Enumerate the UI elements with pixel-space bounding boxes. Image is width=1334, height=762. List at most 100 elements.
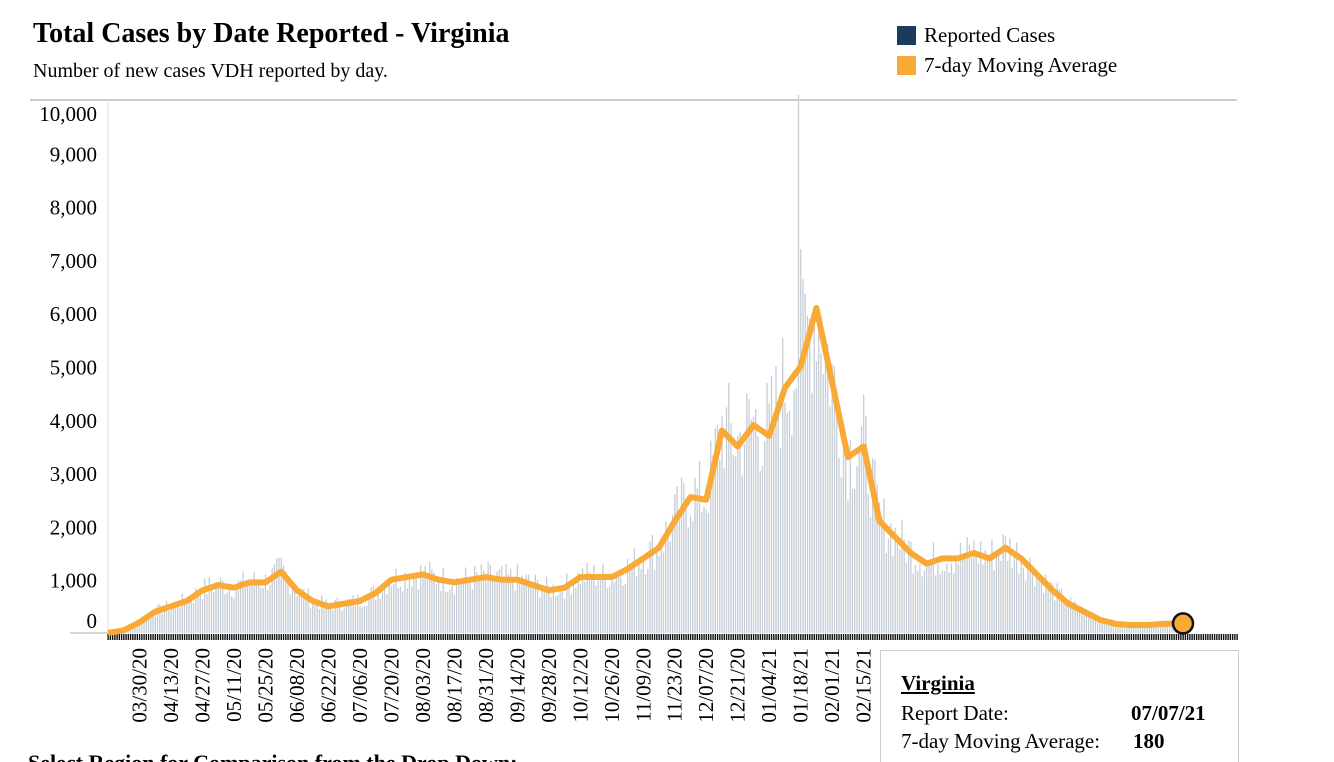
bar-reported-cases (1007, 560, 1009, 633)
bar-reported-cases (1085, 609, 1088, 633)
x-tick (606, 634, 609, 640)
x-tick (246, 634, 249, 640)
bar-reported-cases (559, 586, 561, 633)
x-tick-label: 08/03/20 (411, 648, 435, 723)
x-tick (797, 634, 800, 640)
bar-reported-cases (487, 561, 489, 633)
bar-reported-cases (532, 585, 534, 633)
x-tick-label: 04/27/20 (190, 648, 214, 723)
x-tick (827, 634, 829, 640)
bar-reported-cases (1054, 600, 1056, 633)
x-tick (581, 634, 584, 640)
x-tick (357, 634, 359, 640)
bar-reported-cases (910, 541, 912, 633)
x-tick (1027, 634, 1029, 640)
x-tick (314, 634, 316, 640)
x-tick (842, 634, 845, 640)
y-tick-label: 2,000 (50, 515, 97, 539)
bar-reported-cases (309, 607, 312, 633)
bar-reported-cases (651, 534, 653, 633)
x-tick (1069, 634, 1072, 640)
bar-reported-cases (923, 569, 926, 633)
x-tick (975, 634, 977, 640)
x-tick (624, 634, 627, 640)
x-tick (300, 634, 303, 640)
x-tick (901, 634, 903, 640)
x-tick (800, 634, 802, 640)
legend-item-reported[interactable]: Reported Cases (897, 20, 1117, 50)
bar-reported-cases (1164, 625, 1166, 633)
x-tick (966, 634, 968, 640)
bar-reported-cases (1137, 626, 1139, 633)
bar-reported-cases (251, 582, 253, 633)
x-tick (258, 634, 260, 640)
x-tick (1096, 634, 1099, 640)
x-tick (894, 634, 896, 640)
bar-reported-cases (237, 580, 240, 633)
x-tick (890, 634, 892, 640)
bar-reported-cases (1011, 567, 1013, 633)
x-tick (242, 634, 244, 640)
x-tick (388, 634, 390, 640)
x-tick (572, 634, 575, 640)
x-tick (1024, 634, 1027, 640)
x-tick (381, 634, 384, 640)
x-tick (138, 634, 141, 640)
bar-reported-cases (152, 616, 154, 633)
x-tick (235, 634, 237, 640)
x-tick (597, 634, 600, 640)
x-tick (132, 634, 134, 640)
x-tick (719, 634, 721, 640)
x-tick (784, 634, 786, 640)
x-tick (273, 634, 276, 640)
bar-reported-cases (917, 571, 919, 633)
x-tick (732, 634, 735, 640)
x-tick (1168, 634, 1171, 640)
x-tick (152, 634, 154, 640)
x-tick (1189, 634, 1191, 640)
x-tick (599, 634, 602, 640)
bar-reported-cases (980, 541, 982, 633)
bar-reported-cases (811, 392, 813, 633)
bar-reported-cases (147, 615, 150, 633)
bar-reported-cases (644, 574, 647, 633)
x-tick (1141, 634, 1144, 640)
bar-reported-cases (316, 602, 318, 633)
bar-reported-cases (134, 623, 136, 633)
bar-reported-cases (874, 460, 876, 633)
bar-reported-cases (350, 599, 352, 633)
x-tick (384, 634, 386, 640)
x-tick (833, 634, 836, 640)
bar-reported-cases (759, 470, 761, 633)
legend-item-average[interactable]: 7-day Moving Average (897, 50, 1117, 80)
bar-reported-cases (939, 574, 941, 633)
x-tick (971, 634, 973, 640)
y-tick-label: 6,000 (50, 302, 97, 326)
x-tick (253, 634, 255, 640)
bar-reported-cases (971, 558, 973, 633)
x-tick (527, 634, 530, 640)
bar-reported-cases (462, 578, 465, 633)
x-tick (431, 634, 433, 640)
x-tick (611, 634, 613, 640)
x-tick (998, 634, 1000, 640)
bar-reported-cases (359, 606, 361, 633)
x-tick (321, 634, 323, 640)
x-tick (240, 634, 242, 640)
x-tick (168, 634, 170, 640)
x-tick (417, 634, 420, 640)
bar-reported-cases (964, 553, 966, 633)
x-tick (941, 634, 944, 640)
x-tick (219, 634, 222, 640)
x-tick (1202, 634, 1205, 640)
x-tick (671, 634, 674, 640)
legend-swatch-reported (897, 25, 916, 45)
x-tick (761, 634, 764, 640)
x-tick (289, 634, 291, 640)
bar-reported-cases (539, 597, 541, 633)
bar-reported-cases (831, 364, 833, 633)
x-tick (210, 634, 213, 640)
x-tick (116, 634, 118, 640)
